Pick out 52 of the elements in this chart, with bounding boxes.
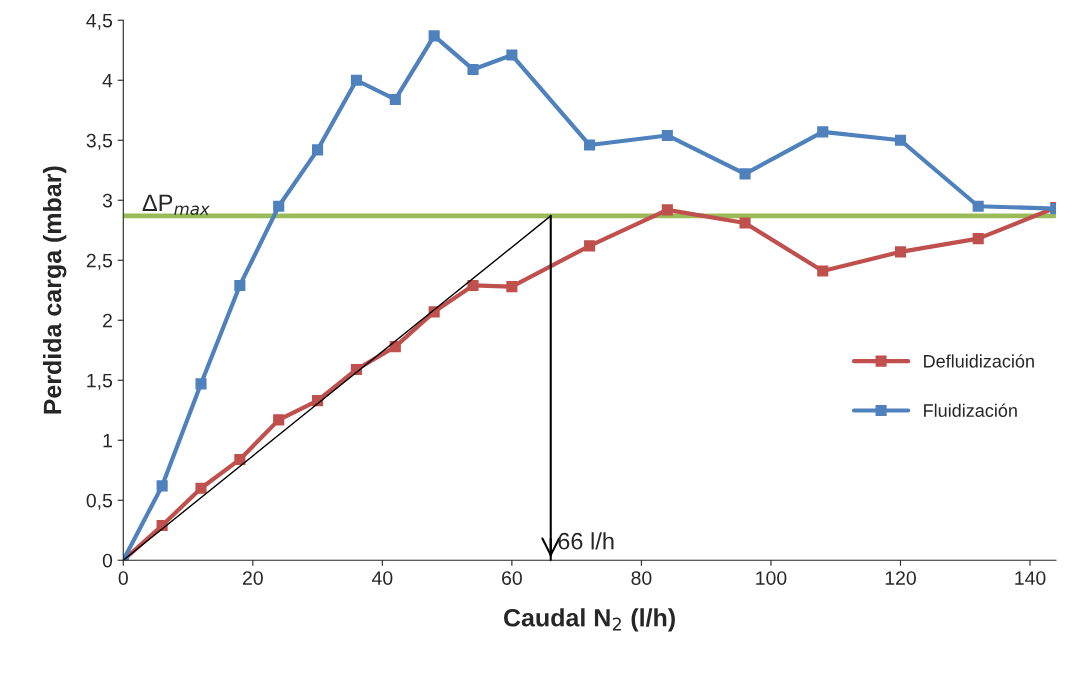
point bbox=[428, 30, 440, 42]
point bbox=[273, 200, 285, 212]
point bbox=[894, 134, 907, 146]
x-tick-label: 80 bbox=[631, 571, 652, 585]
point bbox=[467, 279, 479, 292]
y-tick-label: 0 bbox=[102, 553, 113, 568]
y-tick-label: 0,5 bbox=[86, 493, 113, 510]
point bbox=[661, 129, 673, 142]
x-tick-label: 140 bbox=[1015, 571, 1046, 585]
legend-label: Defluidización bbox=[924, 354, 1034, 368]
legend-label: Fluidización bbox=[924, 403, 1017, 417]
point bbox=[661, 204, 673, 216]
x-tick-label: 120 bbox=[885, 571, 916, 585]
point bbox=[506, 281, 518, 293]
point bbox=[467, 63, 479, 76]
y-tick-label: 1 bbox=[103, 433, 112, 448]
y-tick-label: 4 bbox=[102, 73, 113, 88]
x-tick-label: 100 bbox=[756, 571, 787, 585]
point bbox=[350, 74, 362, 86]
point bbox=[506, 49, 518, 61]
y-axis-title: Perdida carga (mbar) bbox=[42, 166, 67, 414]
point bbox=[195, 482, 207, 494]
point bbox=[234, 279, 246, 292]
point bbox=[817, 265, 829, 277]
x-tick-label: 0 bbox=[118, 571, 128, 585]
ref-line-label: ΔP$_{max}$ bbox=[142, 194, 210, 216]
point bbox=[389, 93, 401, 106]
point bbox=[156, 480, 168, 492]
point bbox=[894, 246, 907, 258]
x-tick-label: 20 bbox=[242, 571, 263, 585]
y-tick-label: 2,5 bbox=[86, 253, 113, 270]
point bbox=[195, 378, 207, 390]
point bbox=[739, 217, 751, 229]
point bbox=[972, 200, 984, 212]
point bbox=[234, 453, 246, 466]
point bbox=[312, 144, 324, 156]
point bbox=[389, 341, 401, 353]
point bbox=[817, 126, 829, 138]
y-tick-label: 1,5 bbox=[87, 373, 113, 390]
y-tick-label: 3,5 bbox=[86, 133, 113, 150]
ref-line-label: 66 l/h bbox=[558, 532, 614, 550]
point bbox=[273, 414, 285, 426]
x-tick-label: 40 bbox=[371, 571, 393, 585]
y-tick-label: 4,5 bbox=[86, 13, 113, 30]
point bbox=[739, 168, 751, 180]
point bbox=[972, 233, 984, 245]
y-tick-label: 2 bbox=[103, 313, 112, 328]
point bbox=[584, 240, 596, 252]
y-tick-label: 3 bbox=[102, 193, 113, 208]
x-tick-label: 60 bbox=[502, 571, 522, 585]
x-axis-title: Caudal N$_{2}$ (l/h) bbox=[504, 608, 675, 632]
point bbox=[584, 139, 596, 151]
